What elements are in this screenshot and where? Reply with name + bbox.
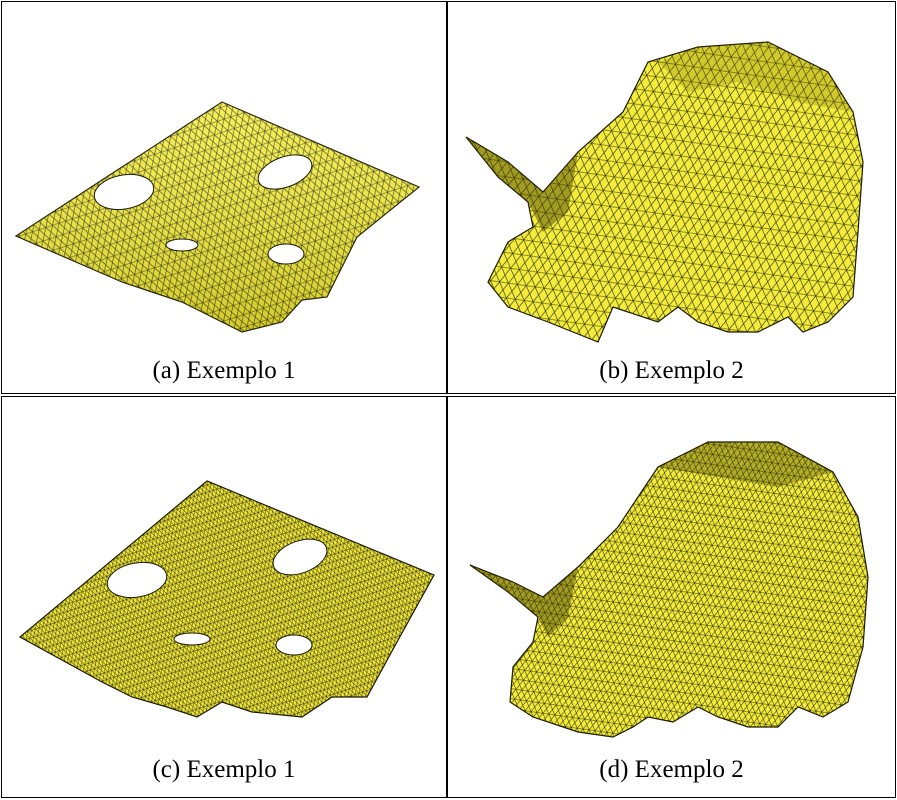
hole-c-4 [275, 634, 313, 656]
mesh-surface-c [18, 480, 435, 718]
mesh-a [14, 101, 421, 333]
mesh-c [18, 480, 435, 718]
hole-a-3 [165, 238, 199, 252]
panel-c: (c) Exemplo 1 [1, 396, 447, 798]
caption-d: (d) Exemplo 2 [599, 756, 744, 783]
mesh-surface-d [469, 441, 869, 738]
hole-a-1 [93, 173, 155, 211]
caption-a: (a) Exemplo 1 [152, 357, 296, 384]
panel-a: (a) Exemplo 1 [1, 1, 447, 394]
caption-c: (c) Exemplo 1 [152, 756, 296, 783]
panel-d: (d) Exemplo 2 [447, 396, 896, 798]
hole-c-3 [173, 632, 211, 646]
mesh-b [465, 41, 864, 343]
mesh-d [469, 441, 869, 738]
hole-a-2 [257, 154, 313, 190]
hole-a-4 [267, 243, 305, 265]
hole-c-1 [106, 561, 168, 599]
panel-b: (b) Exemplo 2 [447, 1, 896, 394]
mesh-surface-b [465, 41, 864, 343]
hole-c-2 [272, 538, 328, 576]
caption-b: (b) Exemplo 2 [599, 357, 744, 384]
